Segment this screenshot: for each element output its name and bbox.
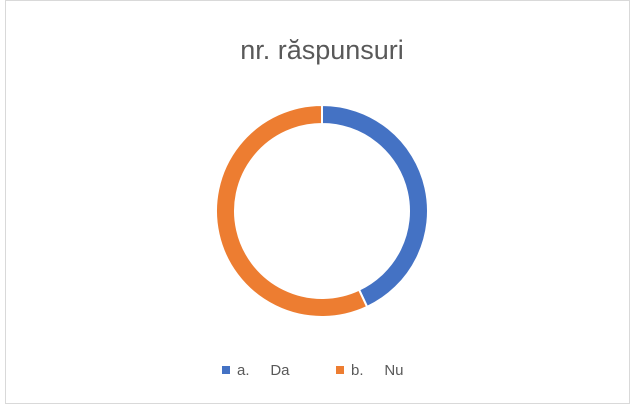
legend-label: b. Nu — [351, 362, 404, 379]
donut-segment — [215, 103, 369, 318]
chart-title: nr. răspunsuri — [240, 35, 404, 65]
legend-swatch — [336, 366, 344, 374]
legend-swatch — [222, 366, 230, 374]
chart-frame — [5, 0, 630, 404]
legend-label: a. Da — [237, 362, 290, 379]
